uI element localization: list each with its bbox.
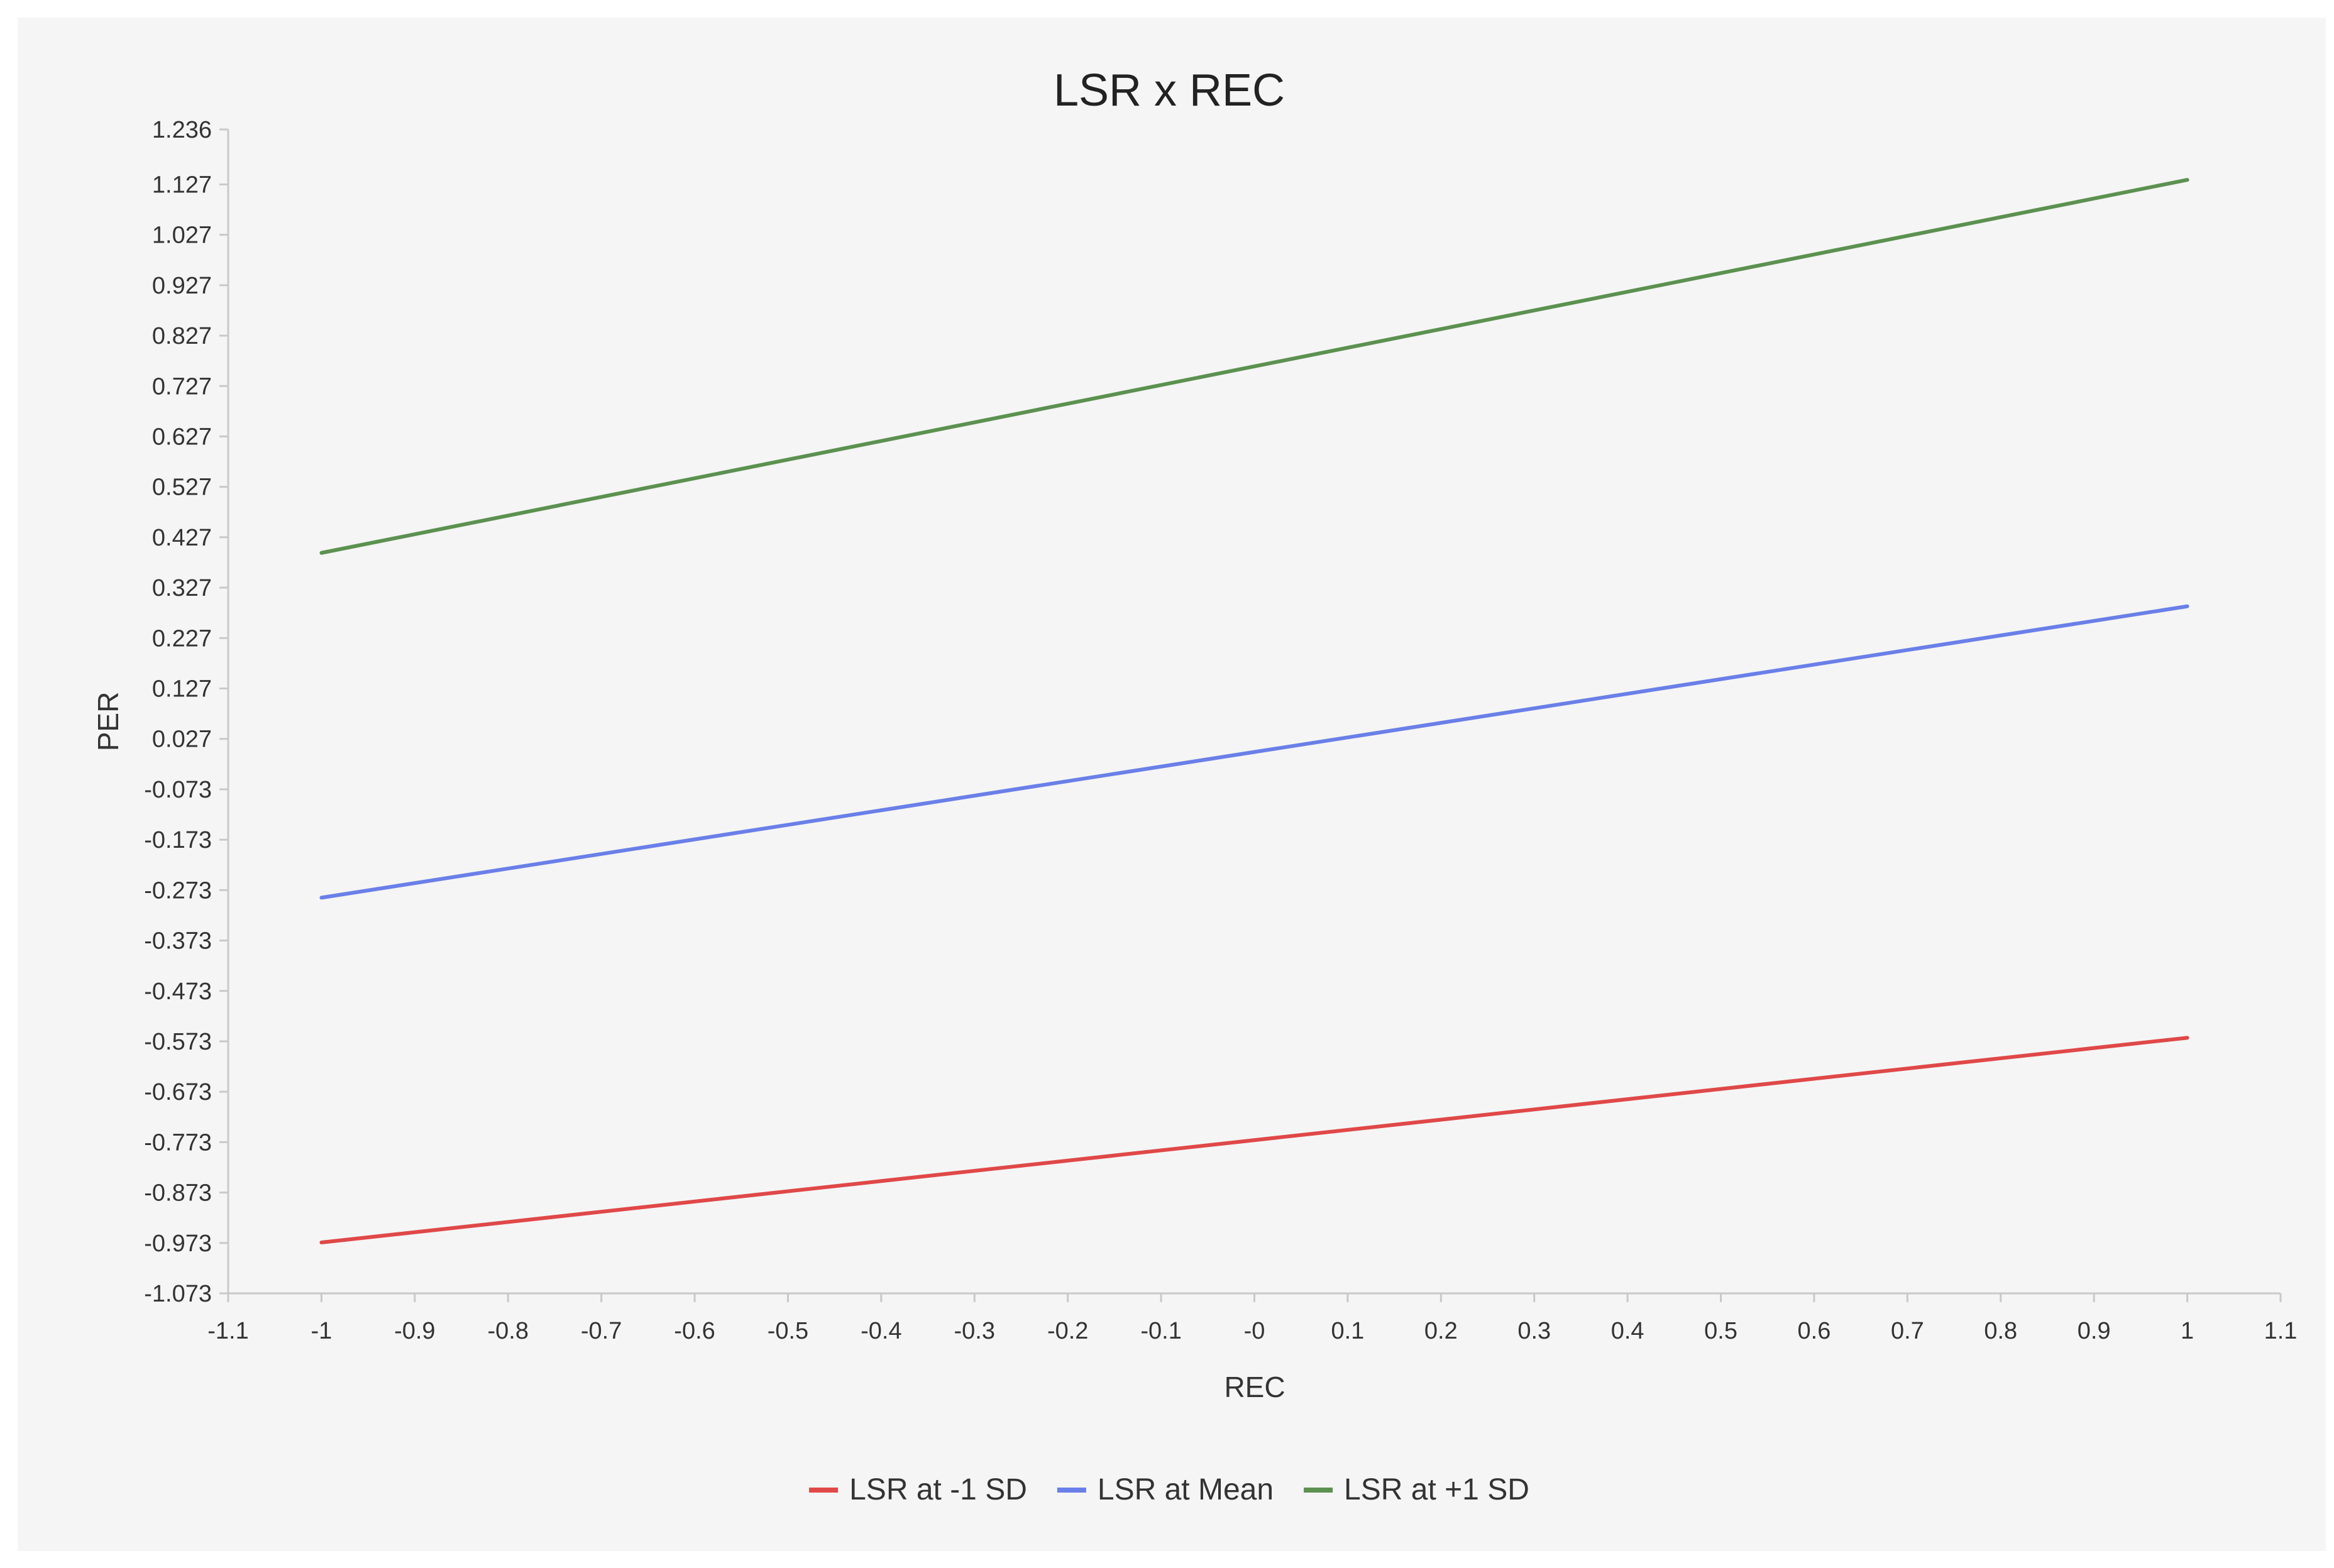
y-tick-label: -0.573 bbox=[144, 1029, 212, 1055]
y-tick-label: 0.727 bbox=[152, 373, 212, 400]
x-tick-label: -0.8 bbox=[487, 1318, 528, 1344]
chart-panel: LSR x REC REC PER 1.236 1.127 1.027 0.927 0.… bbox=[18, 18, 2326, 1551]
legend-swatch-2 bbox=[1304, 1488, 1333, 1493]
x-tick-label: -0.6 bbox=[674, 1318, 715, 1344]
x-tick-label: 0.6 bbox=[1798, 1318, 1831, 1344]
x-tick-label: -1 bbox=[311, 1318, 333, 1344]
y-tick-label: 0.027 bbox=[152, 726, 212, 753]
y-tick-label: 0.927 bbox=[152, 273, 212, 299]
x-tick-label: 0.4 bbox=[1611, 1318, 1644, 1344]
y-tick-label: -0.173 bbox=[144, 827, 212, 853]
legend-label-0: LSR at -1 SD bbox=[849, 1473, 1027, 1506]
y-tick-label: -0.073 bbox=[144, 777, 212, 803]
x-tick-label: -1.1 bbox=[207, 1318, 248, 1344]
y-tick-label: 0.227 bbox=[152, 625, 212, 652]
x-tick-label: 0.5 bbox=[1704, 1318, 1737, 1344]
x-tick-label: -0.9 bbox=[394, 1318, 435, 1344]
y-axis-title: PER bbox=[92, 692, 124, 752]
x-tick-label: -0.1 bbox=[1140, 1318, 1181, 1344]
x-tick-label: -0.7 bbox=[581, 1318, 622, 1344]
y-tick-label: 1.236 bbox=[152, 117, 212, 143]
x-tick-label: 0.7 bbox=[1891, 1318, 1924, 1344]
series-line-0 bbox=[319, 1036, 2189, 1244]
legend-swatch-1 bbox=[1057, 1488, 1086, 1493]
y-tick-label: -0.273 bbox=[144, 877, 212, 904]
y-tick-label: 1.027 bbox=[152, 222, 212, 249]
legend-swatch-0 bbox=[809, 1488, 839, 1493]
x-tick-label: 0.8 bbox=[1984, 1318, 2017, 1344]
legend-label-1: LSR at Mean bbox=[1098, 1473, 1274, 1506]
y-tick-label: 0.627 bbox=[152, 424, 212, 450]
y-tick-label: -0.873 bbox=[144, 1180, 212, 1207]
x-tick-label: -0.5 bbox=[768, 1318, 808, 1344]
y-tick-label: 1.127 bbox=[152, 172, 212, 198]
y-tick-label: 0.127 bbox=[152, 676, 212, 703]
x-tick-label: 0.2 bbox=[1424, 1318, 1458, 1344]
y-tick-label: 0.327 bbox=[152, 575, 212, 601]
x-tick-label: -0.2 bbox=[1047, 1318, 1088, 1344]
x-tick-label: -0.4 bbox=[861, 1318, 901, 1344]
x-tick-label: 0.9 bbox=[2078, 1318, 2111, 1344]
y-tick-label: -0.773 bbox=[144, 1129, 212, 1156]
y-tick-label: 0.827 bbox=[152, 323, 212, 349]
x-tick-label: 1.1 bbox=[2264, 1318, 2298, 1344]
series-line-1 bbox=[319, 604, 2189, 900]
x-tick-label: 0.1 bbox=[1331, 1318, 1364, 1344]
chart-title: LSR x REC bbox=[1054, 65, 1285, 116]
y-tick-label: 0.427 bbox=[152, 525, 212, 551]
chart-svg: LSR x REC REC PER 1.236 1.127 1.027 0.927 0.… bbox=[92, 65, 2297, 1506]
y-tick-label: -0.673 bbox=[144, 1079, 212, 1105]
legend-label-2: LSR at +1 SD bbox=[1344, 1473, 1529, 1506]
series-line-2 bbox=[319, 178, 2189, 555]
x-tick-label: 0.3 bbox=[1517, 1318, 1551, 1344]
x-tick-label: 1 bbox=[2181, 1318, 2194, 1344]
y-tick-label: -0.973 bbox=[144, 1231, 212, 1257]
y-tick-label: -0.373 bbox=[144, 928, 212, 955]
y-tick-label: -1.073 bbox=[144, 1281, 212, 1307]
x-tick-label: -0.3 bbox=[954, 1318, 995, 1344]
plot-area: 1.236 1.127 1.027 0.927 0.827 0.727 0.627 0.527… bbox=[144, 117, 2297, 1344]
legend: LSR at -1 SD LSR at Mean LSR at +1 SD bbox=[809, 1473, 1529, 1506]
x-tick-label: -0 bbox=[1244, 1318, 1265, 1344]
x-axis-title: REC bbox=[1224, 1371, 1285, 1403]
y-tick-label: -0.473 bbox=[144, 979, 212, 1005]
y-tick-label: 0.527 bbox=[152, 474, 212, 501]
